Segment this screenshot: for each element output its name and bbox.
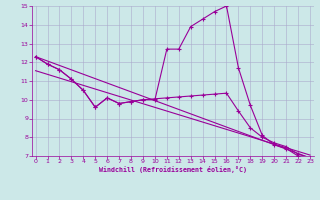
- X-axis label: Windchill (Refroidissement éolien,°C): Windchill (Refroidissement éolien,°C): [99, 166, 247, 173]
